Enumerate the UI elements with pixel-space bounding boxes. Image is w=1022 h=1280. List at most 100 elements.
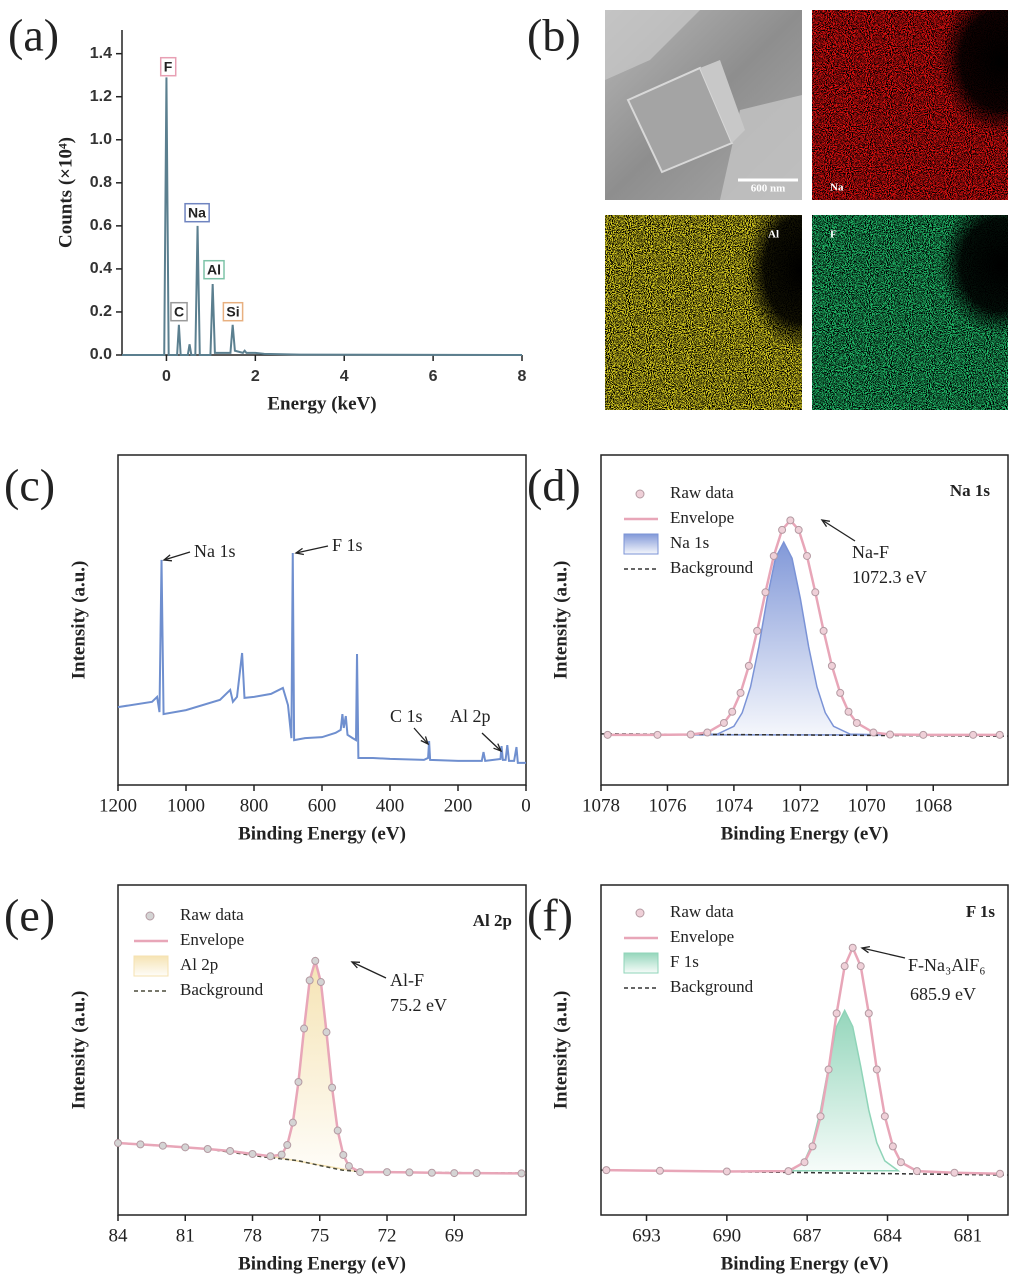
raw-data-point (266, 1152, 275, 1161)
background-line (600, 1169, 1009, 1176)
annotation-arrow (481, 732, 502, 752)
raw-data-point (811, 588, 820, 597)
raw-data-point (203, 1145, 212, 1153)
raw-data-point (888, 1142, 897, 1151)
sem-image: 600 nm (605, 10, 802, 200)
annotation: 75.2 eV (390, 995, 447, 1015)
raw-data-point (950, 1168, 959, 1177)
x-tick-label: 1076 (648, 795, 686, 816)
legend-label: Raw data (670, 902, 734, 921)
envelope-line (117, 956, 522, 1175)
x-tick-label: 0 (521, 795, 531, 816)
raw-data-point (840, 962, 849, 971)
annotation: C 1s (390, 706, 423, 726)
raw-data-point (896, 1158, 905, 1167)
panel-label: (c) (4, 460, 55, 511)
raw-data-point (427, 1168, 436, 1177)
plot-frame (600, 454, 1009, 786)
plot-frame (117, 454, 527, 786)
raw-data-point (655, 1166, 664, 1175)
y-axis-label: Intensity (a.u.) (550, 561, 571, 680)
panel-label: (d) (527, 460, 581, 511)
x-tick-label: 72 (378, 1225, 397, 1246)
raw-data-point (686, 730, 695, 739)
annotation: Na (188, 205, 206, 221)
raw-data-point (719, 718, 728, 727)
chart: 693 690 687 684 681 Binding Energy (eV) Intens… (527, 884, 1009, 1274)
x-tick-label: 684 (873, 1225, 902, 1246)
x-tick-label: 2 (251, 368, 260, 385)
component-area (788, 1008, 901, 1172)
raw-data-point (114, 1139, 122, 1148)
raw-data-point (383, 1168, 392, 1177)
raw-data-point (328, 1083, 337, 1092)
x-tick-label: 8 (518, 368, 527, 385)
raw-data-point (333, 1126, 342, 1135)
raw-data-point (794, 525, 803, 534)
chart: 84 81 78 75 72 69 Binding Energy (eV) Intensity… (4, 884, 527, 1274)
x-tick-label: 690 (713, 1225, 742, 1246)
raw-data-point (158, 1141, 167, 1150)
x-tick-label: 69 (445, 1225, 464, 1246)
x-tick-label: 84 (109, 1225, 129, 1246)
f-map: F (812, 215, 1008, 410)
raw-data-point (450, 1169, 459, 1178)
raw-data-point (836, 688, 845, 697)
raw-data-point (602, 1166, 611, 1175)
spectrum-line (117, 553, 526, 764)
x-tick-label: 687 (793, 1225, 822, 1246)
y-axis-label: Intensity (a.u.) (68, 991, 89, 1110)
x-tick-label: 400 (376, 795, 405, 816)
annotation: F (164, 59, 173, 75)
panel-label: (e) (4, 890, 55, 941)
x-tick-label: 600 (308, 795, 337, 816)
legend-marker (623, 533, 659, 555)
x-axis-label: Energy (keV) (267, 393, 376, 414)
arrow-head (420, 736, 430, 746)
arrow-head (860, 945, 870, 954)
spectrum-line (122, 77, 523, 356)
raw-data-point (288, 1118, 297, 1127)
annotation: 685.9 eV (910, 984, 976, 1004)
arrow-head (162, 554, 173, 562)
legend-marker (635, 908, 645, 918)
map-label: Al (768, 229, 779, 241)
arrow-head (350, 961, 361, 969)
y-tick-label: 0.6 (90, 217, 112, 234)
raw-data-point (248, 1149, 257, 1158)
raw-data-point (300, 1024, 309, 1033)
legend-marker (623, 952, 659, 974)
raw-data-point (852, 718, 861, 727)
legend-label: Background (180, 980, 264, 999)
raw-data-point (283, 1141, 292, 1150)
x-tick-label: 6 (429, 368, 438, 385)
raw-data-point (761, 588, 770, 597)
annotation-box (184, 202, 210, 223)
raw-data-point (277, 1150, 286, 1159)
y-tick-label: 0.2 (90, 303, 112, 320)
annotation: Si (226, 304, 239, 320)
raw-data-point (294, 1078, 303, 1087)
raw-data-point (819, 626, 828, 635)
raw-data-point (769, 551, 778, 560)
annotation-arrow (351, 961, 387, 979)
y-tick-label: 1.4 (90, 45, 112, 62)
x-tick-label: 1072 (781, 795, 819, 816)
raw-data-point (784, 1167, 793, 1176)
raw-data-point (856, 962, 865, 971)
annotation-box (159, 56, 177, 77)
x-tick-label: 1000 (167, 795, 205, 816)
x-tick-label: 81 (176, 1225, 195, 1246)
raw-data-point (844, 707, 853, 716)
x-tick-label: 681 (954, 1225, 983, 1246)
raw-data-point (816, 1112, 825, 1121)
raw-data-point (339, 1150, 348, 1159)
raw-data-point (969, 730, 978, 739)
raw-data-point (912, 1167, 921, 1176)
annotation-arrow (295, 545, 329, 554)
raw-data-point (703, 728, 712, 737)
raw-data-point (753, 626, 762, 635)
legend-label: Background (670, 558, 754, 577)
legend-label: Raw data (670, 483, 734, 502)
x-tick-label: 1070 (848, 795, 886, 816)
